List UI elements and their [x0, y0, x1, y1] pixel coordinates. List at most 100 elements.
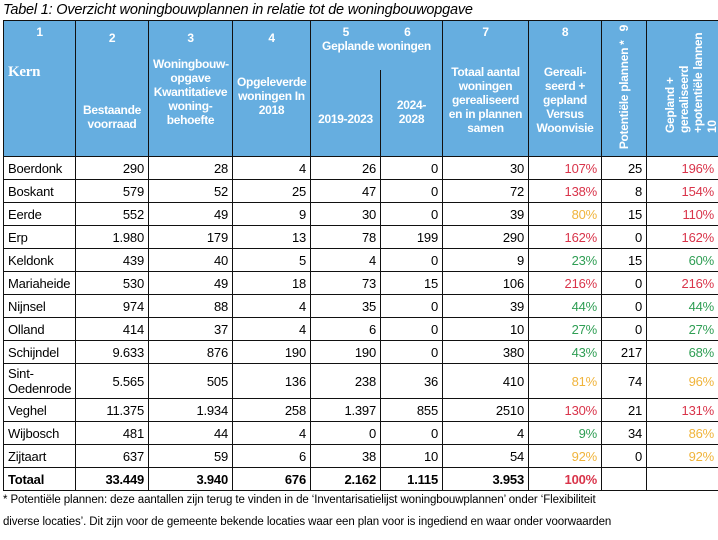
- cell-opgave: 1.934: [148, 398, 233, 423]
- table-row: Zijtaart 637 59 6 38 10 54 92% 0 92%: [3, 444, 718, 469]
- cell-totaal: 10: [442, 317, 529, 342]
- header-2024-2028: 2024-2028: [380, 69, 443, 158]
- footnote-line-1: * Potentiële plannen: deze aantallen zij…: [3, 494, 596, 506]
- header-woningbouwopgave: 3 Woningbouw-opgave Kwantitatieve woning…: [148, 19, 233, 158]
- cell-opgeleverd: 4: [232, 421, 311, 446]
- cell-voorraad: 637: [75, 444, 149, 469]
- cell-voorraad: 481: [75, 421, 149, 446]
- cell-opgave: 37: [148, 317, 233, 342]
- column-number: 8: [561, 25, 569, 39]
- cell-pct_total: 60%: [646, 248, 718, 273]
- cell-p2019: 73: [310, 271, 381, 296]
- cell-p2019: 30: [310, 202, 381, 227]
- cell-pct_total: 162%: [646, 225, 718, 250]
- cell-pct: 130%: [528, 398, 602, 423]
- cell-opgave: 3.940: [148, 467, 233, 492]
- header-totaal-aantal: 7 Totaal aantal woningen gerealiseerd en…: [442, 19, 529, 158]
- cell-totaal: 106: [442, 271, 529, 296]
- cell-totaal: 4: [442, 421, 529, 446]
- cell-kern: Schijndel: [3, 340, 76, 365]
- cell-opgave: 876: [148, 340, 233, 365]
- cell-voorraad: 439: [75, 248, 149, 273]
- cell-p2019: 38: [310, 444, 381, 469]
- cell-opgave: 49: [148, 202, 233, 227]
- column-number: 6: [404, 25, 411, 39]
- cell-voorraad: 11.375: [75, 398, 149, 423]
- cell-voorraad: 974: [75, 294, 149, 319]
- table-row: Olland 414 37 4 6 0 10 27% 0 27%: [3, 317, 718, 342]
- cell-kern: Sint-Oedenrode: [3, 363, 76, 400]
- cell-opgeleverd: 136: [232, 363, 311, 400]
- cell-potentieel: 0: [601, 317, 647, 342]
- cell-pct: 162%: [528, 225, 602, 250]
- cell-pct_total: 44%: [646, 294, 718, 319]
- cell-pct_total: 216%: [646, 271, 718, 296]
- housing-plans-table: 1 Kern 2 Bestaande voorraad 3 Woningbouw…: [3, 19, 718, 492]
- cell-p2024: 0: [380, 248, 443, 273]
- footnote-line-2: diverse locaties’. Dit zijn voor de geme…: [3, 516, 612, 528]
- table-row: Keldonk 439 40 5 4 0 9 23% 15 60%: [3, 248, 718, 273]
- table-row: Veghel 11.375 1.934 258 1.397 855 2510 130% 21 13…: [3, 398, 718, 423]
- column-label: Opgeleverde woningen In 2018: [237, 75, 307, 117]
- cell-kern: Totaal: [3, 467, 76, 492]
- column-label: Gereali-seerd + gepland Versus Woonvisie: [536, 65, 594, 135]
- cell-pct: 27%: [528, 317, 602, 342]
- cell-p2024: 199: [380, 225, 443, 250]
- cell-opgeleverd: 190: [232, 340, 311, 365]
- cell-kern: Eerde: [3, 202, 76, 227]
- column-number: 7: [482, 25, 489, 39]
- cell-p2019: 238: [310, 363, 381, 400]
- cell-p2019: 47: [310, 179, 381, 204]
- cell-voorraad: 9.633: [75, 340, 149, 365]
- column-label: Gepland + gerealiseerd +potentiële lanne…: [662, 32, 718, 133]
- cell-pct: 43%: [528, 340, 602, 365]
- cell-opgave: 88: [148, 294, 233, 319]
- table-row: Boskant 579 52 25 47 0 72 138% 8 154%: [3, 179, 718, 204]
- cell-p2019: 26: [310, 156, 381, 181]
- cell-p2019: 35: [310, 294, 381, 319]
- cell-potentieel: 0: [601, 444, 647, 469]
- cell-p2024: 0: [380, 421, 443, 446]
- cell-opgave: 40: [148, 248, 233, 273]
- cell-totaal: 30: [442, 156, 529, 181]
- cell-potentieel: [601, 467, 647, 492]
- cell-totaal: 290: [442, 225, 529, 250]
- cell-kern: Wijbosch: [3, 421, 76, 446]
- table-row: Erp 1.980 179 13 78 199 290 162% 0 162%: [3, 225, 718, 250]
- column-label: Woningbouw-opgave Kwantitatieve woning-b…: [153, 57, 229, 127]
- cell-potentieel: 34: [601, 421, 647, 446]
- cell-kern: Veghel: [3, 398, 76, 423]
- header-bestaande-voorraad: 2 Bestaande voorraad: [75, 19, 149, 158]
- cell-p2024: 0: [380, 294, 443, 319]
- cell-pct_total: 131%: [646, 398, 718, 423]
- header-potentiele-plannen: Potentiële plannen * 9: [601, 19, 647, 158]
- cell-potentieel: 8: [601, 179, 647, 204]
- cell-pct: 9%: [528, 421, 602, 446]
- cell-voorraad: 414: [75, 317, 149, 342]
- cell-totaal: 39: [442, 202, 529, 227]
- cell-opgeleverd: 18: [232, 271, 311, 296]
- column-label: Potentiële plannen * 9: [617, 25, 631, 150]
- table-title: Tabel 1: Overzicht woningbouwplannen in …: [3, 2, 473, 18]
- cell-pct_total: 196%: [646, 156, 718, 181]
- cell-opgeleverd: 4: [232, 294, 311, 319]
- cell-kern: Mariaheide: [3, 271, 76, 296]
- cell-totaal: 9: [442, 248, 529, 273]
- cell-potentieel: 15: [601, 248, 647, 273]
- cell-totaal: 72: [442, 179, 529, 204]
- column-label: Kern: [8, 64, 41, 80]
- table-body: Boerdonk 290 28 4 26 0 30 107% 25 196% Boskant 579 5…: [3, 156, 718, 492]
- cell-pct: 81%: [528, 363, 602, 400]
- cell-p2019: 78: [310, 225, 381, 250]
- cell-potentieel: 21: [601, 398, 647, 423]
- cell-pct_total: 68%: [646, 340, 718, 365]
- cell-voorraad: 1.980: [75, 225, 149, 250]
- cell-p2024: 0: [380, 202, 443, 227]
- table-row: Boerdonk 290 28 4 26 0 30 107% 25 196%: [3, 156, 718, 181]
- cell-p2019: 4: [310, 248, 381, 273]
- cell-p2019: 0: [310, 421, 381, 446]
- cell-totaal: 380: [442, 340, 529, 365]
- group-label: Geplande woningen: [322, 39, 431, 53]
- cell-p2024: 10: [380, 444, 443, 469]
- table-row: Schijndel 9.633 876 190 190 0 380 43% 217 68%: [3, 340, 718, 365]
